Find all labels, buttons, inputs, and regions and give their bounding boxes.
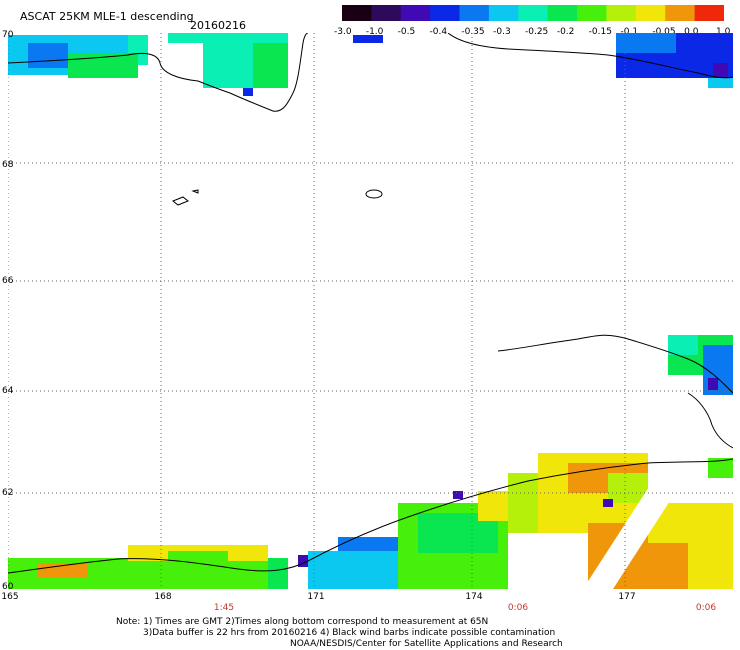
graticule-lines bbox=[8, 33, 733, 589]
color-scale-label: -0.25 bbox=[525, 27, 549, 37]
map-panel bbox=[8, 33, 733, 589]
map-title: ASCAT 25KM MLE-1 descending bbox=[20, 10, 194, 23]
map-date: 20160216 bbox=[190, 19, 246, 32]
island-small-2 bbox=[191, 189, 199, 194]
footnote-line-1: Note: 1) Times are GMT 2)Times along bot… bbox=[116, 617, 489, 627]
swath-cell bbox=[708, 78, 733, 88]
swath-cell bbox=[308, 551, 398, 589]
longitude-label: 171 bbox=[307, 592, 325, 602]
swath-cell bbox=[708, 378, 718, 390]
swath-cell bbox=[708, 458, 733, 478]
swath-cell bbox=[338, 537, 398, 551]
color-scale-swatch bbox=[400, 5, 431, 21]
latitude-label: 64 bbox=[2, 386, 14, 396]
wind-swath-cells bbox=[8, 33, 733, 589]
color-scale-swatch bbox=[342, 5, 372, 21]
color-scale-label: -0.35 bbox=[461, 27, 485, 37]
color-scale-label: -3.0 bbox=[334, 27, 352, 37]
swath-cell bbox=[353, 35, 383, 43]
color-scale-label: -1.0 bbox=[365, 27, 384, 37]
swath-cell bbox=[268, 558, 288, 589]
swath-cell bbox=[168, 551, 228, 561]
color-scale-swatch bbox=[547, 5, 578, 21]
pass-time-label: 1:45 bbox=[213, 603, 235, 613]
longitude-label: 177 bbox=[618, 592, 636, 602]
latitude-label: 70 bbox=[2, 30, 14, 40]
swath-gap bbox=[583, 473, 688, 589]
coastline-alaska-west bbox=[497, 334, 733, 394]
coastline-bering-south bbox=[8, 458, 733, 574]
swath-cell bbox=[253, 43, 288, 88]
color-scale-label: -0.05 bbox=[652, 27, 676, 37]
swath-cell bbox=[616, 33, 676, 53]
swath-cell bbox=[168, 33, 288, 43]
color-scale-swatch bbox=[665, 5, 696, 21]
color-scale-swatch bbox=[606, 5, 637, 21]
swath-cell bbox=[243, 88, 253, 96]
color-scale-swatch bbox=[635, 5, 666, 21]
color-scale-label: -0.4 bbox=[429, 27, 448, 37]
color-scale-swatch bbox=[488, 5, 519, 21]
color-scale-label: -0.3 bbox=[493, 27, 511, 37]
swath-cell bbox=[608, 473, 648, 503]
longitude-label: 168 bbox=[154, 592, 172, 602]
longitude-label: 174 bbox=[465, 592, 483, 602]
color-scale-swatch bbox=[694, 5, 724, 21]
coastline bbox=[8, 33, 733, 574]
swath-cell bbox=[298, 555, 308, 567]
swath-cell bbox=[628, 543, 688, 589]
island-st-lawrence bbox=[365, 189, 383, 199]
latitude-label: 62 bbox=[2, 488, 14, 498]
color-scale-label: 1.0 bbox=[716, 27, 731, 37]
swath-cell bbox=[203, 43, 253, 88]
latitude-label: 60 bbox=[2, 582, 14, 592]
swath-cell bbox=[713, 63, 728, 78]
color-scale-label: -0.5 bbox=[397, 27, 416, 37]
color-scale-label: -0.1 bbox=[620, 27, 639, 37]
island-small-1 bbox=[172, 196, 189, 206]
color-scale-swatch bbox=[371, 5, 402, 21]
color-scale-swatch bbox=[518, 5, 549, 21]
color-scale-label: -0.15 bbox=[588, 27, 612, 37]
swath-cell bbox=[668, 335, 698, 355]
color-scale-bar bbox=[342, 5, 724, 21]
color-scale-swatch bbox=[459, 5, 490, 21]
swath-cell bbox=[28, 43, 68, 68]
longitude-label: 165 bbox=[1, 592, 19, 602]
color-scale-swatch bbox=[577, 5, 607, 21]
footnote-line-3: NOAA/NESDIS/Center for Satellite Applica… bbox=[290, 639, 563, 649]
coastline-arctic-north bbox=[8, 33, 309, 112]
color-scale-label: -0.2 bbox=[556, 27, 575, 37]
latitude-label: 68 bbox=[2, 160, 14, 170]
swath-cell bbox=[453, 491, 463, 499]
color-scale-swatch bbox=[430, 5, 461, 21]
pass-time-label: 0:06 bbox=[695, 603, 717, 613]
latitude-label: 66 bbox=[2, 276, 14, 286]
pass-time-label: 0:06 bbox=[507, 603, 529, 613]
swath-cell bbox=[603, 499, 613, 507]
coastline-alaska-south bbox=[687, 392, 733, 449]
coastline-chukotka bbox=[447, 33, 733, 79]
color-scale-label: 0.0 bbox=[684, 27, 699, 37]
footnote-line-2: 3)Data buffer is 22 hrs from 20160216 4)… bbox=[143, 628, 556, 638]
